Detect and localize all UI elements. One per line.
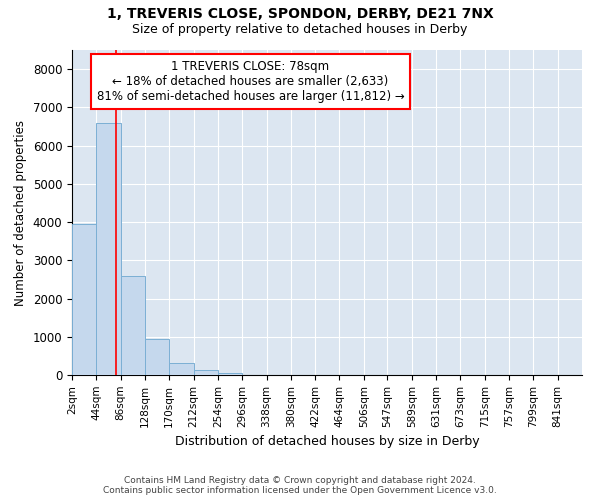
Bar [97, 122, 121, 375]
Y-axis label: Number of detached properties: Number of detached properties [14, 120, 27, 306]
Bar [72, 224, 97, 375]
Bar [145, 338, 169, 375]
Text: 1, TREVERIS CLOSE, SPONDON, DERBY, DE21 7NX: 1, TREVERIS CLOSE, SPONDON, DERBY, DE21 … [107, 8, 493, 22]
X-axis label: Distribution of detached houses by size in Derby: Distribution of detached houses by size … [175, 435, 479, 448]
Text: 1 TREVERIS CLOSE: 78sqm
← 18% of detached houses are smaller (2,633)
81% of semi: 1 TREVERIS CLOSE: 78sqm ← 18% of detache… [97, 60, 404, 103]
Text: Size of property relative to detached houses in Derby: Size of property relative to detached ho… [133, 22, 467, 36]
Bar [218, 373, 242, 375]
Text: Contains HM Land Registry data © Crown copyright and database right 2024.
Contai: Contains HM Land Registry data © Crown c… [103, 476, 497, 495]
Bar [169, 362, 194, 375]
Bar [121, 276, 145, 375]
Bar [194, 370, 218, 375]
